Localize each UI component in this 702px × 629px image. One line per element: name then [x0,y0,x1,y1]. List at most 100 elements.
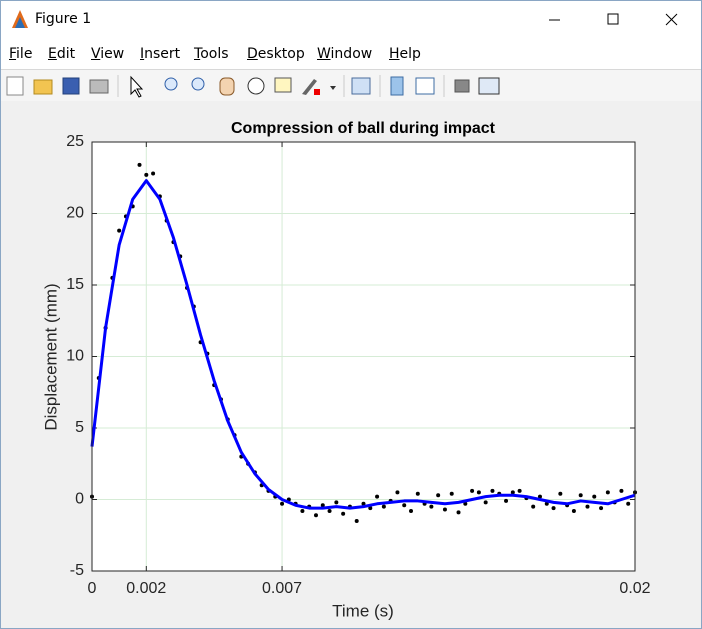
data-point [558,491,563,496]
brush-color [314,89,320,95]
data-point [354,518,359,523]
y-tick-label: 5 [75,419,84,436]
menu-item[interactable]: Window [317,46,373,62]
data-point [341,511,346,516]
data-point [476,490,481,495]
menu-item[interactable]: Edit [48,46,76,62]
menu-item[interactable]: Tools [194,46,229,62]
y-tick-label: 20 [66,205,84,222]
data-point [537,494,542,499]
app-icon-inner [15,17,25,28]
data-point [531,504,536,509]
x-tick-label: 0.002 [126,580,166,597]
rotate-button[interactable] [247,77,265,95]
data-point [409,508,414,513]
data-point [381,504,386,509]
data-point [436,493,441,498]
title-bar-icons [12,10,678,28]
menu-bar: File Edit View Insert Tools Desktop Window Help [1,39,701,69]
data-point [483,500,488,505]
data-point [429,504,434,509]
data-point [510,490,515,495]
data-point [368,506,373,511]
dock-button[interactable] [478,77,500,95]
data-point [151,171,156,176]
y-tick-label: -5 [70,562,84,579]
chart-title: Compression of ball during impact [231,120,496,137]
pan-button[interactable] [219,77,235,96]
y-tick-label: 10 [66,348,84,365]
link-button[interactable] [351,77,371,95]
colorbar-button[interactable] [390,76,404,96]
window-title: Figure 1 [35,11,92,27]
data-point [463,501,468,506]
data-point [605,490,610,495]
data-point [585,504,590,509]
brush-menu[interactable] [330,86,336,90]
legend-button[interactable] [415,77,435,95]
fit-line [90,179,636,510]
data-point [442,507,447,512]
zoom-out-button[interactable] [191,77,205,91]
data-point [361,501,366,506]
x-tick-label: 0.007 [262,580,302,597]
data-point [578,493,583,498]
brush-button[interactable] [302,79,317,95]
toolbar-icons [6,75,500,98]
data-point [375,494,380,499]
data-point [402,503,407,508]
data-point [599,506,604,511]
menu-item[interactable]: File [9,46,33,62]
data-cursor-button[interactable] [274,77,292,93]
data-point [571,508,576,513]
x-tick-label: 0.02 [619,580,650,597]
data-point [449,491,454,496]
y-axis-label: Displacement (mm) [41,283,60,430]
data-point [137,162,142,167]
y-tick-label: 0 [75,491,84,508]
y-tick-label: 15 [66,276,84,293]
data-point [592,494,597,499]
maximize-button[interactable] [607,13,619,25]
menu-item[interactable]: Help [389,46,421,62]
data-point [544,501,549,506]
data-point [415,491,420,496]
hide-tools-button[interactable] [454,79,470,93]
data-point [334,500,339,505]
data-point [144,172,149,177]
menu-item[interactable]: Insert [140,46,181,62]
axes-box [91,141,636,572]
print-button[interactable] [89,79,109,94]
open-button[interactable] [33,79,53,95]
data-point [395,490,400,495]
menu-item[interactable]: Desktop [247,46,305,62]
save-button[interactable] [62,77,80,95]
title-bar: Figure 1 [1,1,701,39]
data-point [300,508,305,513]
zoom-in-button[interactable] [164,77,178,91]
data-point [504,498,509,503]
data-point [490,488,495,493]
data-point [327,508,332,513]
x-axis-label: Time (s) [332,601,394,620]
chart: Compression of ball during impact Time (… [1,101,701,628]
data-point [517,488,522,493]
y-tick-label: 25 [66,133,84,150]
data-point [313,513,318,518]
toolbar [1,69,701,103]
new-figure-button[interactable] [6,76,24,96]
data-point [470,488,475,493]
data-point [117,228,122,233]
x-tick-label: 0 [88,580,97,597]
data-point [456,510,461,515]
data-point [320,503,325,508]
data-point [280,501,285,506]
menu-item[interactable]: View [91,46,125,62]
data-point [626,501,631,506]
select-button[interactable] [130,75,144,98]
data-point [619,488,624,493]
close-button[interactable] [665,13,678,26]
